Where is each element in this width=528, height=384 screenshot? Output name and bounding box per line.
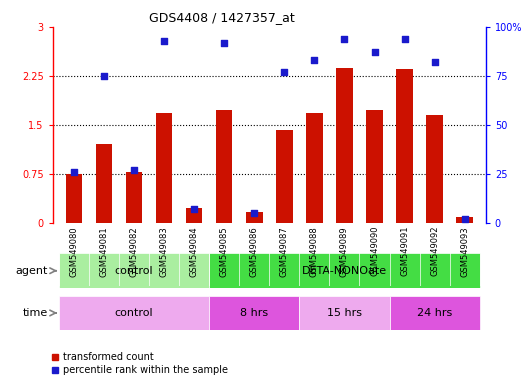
Bar [65, 174, 82, 223]
Text: 8 hrs: 8 hrs [240, 308, 268, 318]
Bar [59, 253, 209, 288]
Text: DETA-NONOate: DETA-NONOate [302, 266, 387, 276]
Text: 15 hrs: 15 hrs [327, 308, 362, 318]
Bar [209, 253, 480, 288]
Bar [156, 113, 172, 223]
Text: GSM549092: GSM549092 [430, 226, 439, 276]
Text: GSM549093: GSM549093 [460, 226, 469, 276]
Text: GSM549091: GSM549091 [400, 226, 409, 276]
Text: GSM549085: GSM549085 [220, 226, 229, 276]
Text: GSM549082: GSM549082 [129, 226, 138, 276]
Point [460, 216, 469, 222]
Bar [299, 296, 390, 330]
Bar [216, 111, 232, 223]
Bar [276, 130, 293, 223]
Point [160, 38, 168, 44]
Bar [336, 68, 353, 223]
Point [310, 57, 318, 63]
Legend: transformed count, percentile rank within the sample: transformed count, percentile rank withi… [47, 348, 232, 379]
Bar [59, 296, 209, 330]
Bar [366, 111, 383, 223]
Text: GSM549083: GSM549083 [159, 226, 168, 276]
Bar [427, 115, 443, 223]
Point [280, 69, 288, 75]
Text: control: control [115, 266, 153, 276]
Point [70, 169, 78, 175]
Bar [456, 217, 473, 223]
Text: GDS4408 / 1427357_at: GDS4408 / 1427357_at [149, 12, 295, 25]
Text: control: control [115, 308, 153, 318]
Text: GSM549081: GSM549081 [99, 226, 108, 276]
Bar [126, 172, 142, 223]
Text: GSM549087: GSM549087 [280, 226, 289, 276]
Bar [209, 296, 299, 330]
Bar [390, 296, 480, 330]
Text: GSM549086: GSM549086 [250, 226, 259, 276]
Bar [246, 212, 262, 223]
Text: GSM549080: GSM549080 [69, 226, 78, 276]
Point [250, 210, 259, 216]
Point [220, 40, 229, 46]
Text: GSM549089: GSM549089 [340, 226, 349, 276]
Bar [306, 113, 323, 223]
Text: agent: agent [15, 266, 48, 276]
Point [130, 167, 138, 173]
Text: GSM549084: GSM549084 [190, 226, 199, 276]
Point [430, 59, 439, 65]
Point [400, 36, 409, 42]
Text: 24 hrs: 24 hrs [417, 308, 452, 318]
Point [190, 206, 199, 212]
Bar [397, 70, 413, 223]
Bar [186, 209, 202, 223]
Bar [96, 144, 112, 223]
Text: GSM549088: GSM549088 [310, 226, 319, 276]
Point [370, 49, 379, 55]
Point [340, 36, 348, 42]
Text: time: time [22, 308, 48, 318]
Text: GSM549090: GSM549090 [370, 226, 379, 276]
Point [100, 73, 108, 79]
